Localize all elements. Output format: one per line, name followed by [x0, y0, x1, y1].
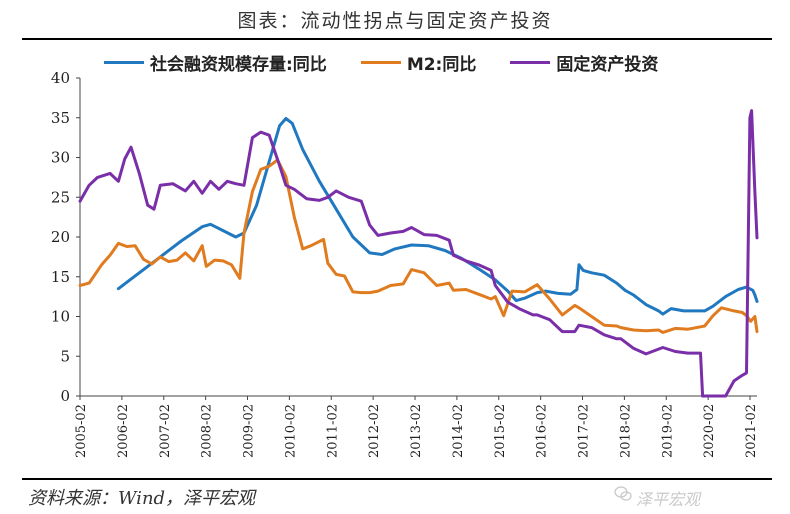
x-tick-label: 2011-02	[325, 404, 340, 458]
legend-swatch-tsf	[104, 60, 144, 64]
legend-label-tsf: 社会融资规模存量:同比	[150, 54, 327, 75]
x-tick-label: 2006-02	[116, 404, 131, 458]
x-tick-label: 2007-02	[158, 404, 173, 458]
x-tick-label: 2016-02	[535, 404, 550, 458]
legend-item-tsf: 社会融资规模存量:同比	[104, 50, 327, 75]
series-line-1	[78, 158, 759, 334]
x-tick-label: 2014-02	[451, 404, 466, 458]
legend-swatch-m2	[360, 60, 401, 64]
x-tick-label: 2019-02	[660, 404, 675, 458]
x-tick-label: 2009-02	[242, 404, 257, 458]
legend: 社会融资规模存量:同比 M2:同比 固定资产投资	[104, 50, 692, 75]
legend-label-m2: M2:同比	[406, 54, 477, 75]
y-tick-label: 30	[51, 149, 70, 167]
y-tick-label: 20	[51, 228, 70, 246]
y-tick-label: 10	[51, 308, 70, 326]
y-tick-label: 40	[51, 69, 70, 87]
chart-title: 图表：流动性拐点与固定资产投资	[237, 10, 553, 32]
x-tick-label: 2021-02	[744, 404, 759, 458]
x-tick-label: 2010-02	[283, 404, 298, 458]
x-tick-label: 2012-02	[367, 404, 382, 458]
x-tick-label: 2008-02	[200, 404, 215, 458]
series-line-0	[116, 117, 759, 316]
x-tick-label: 2018-02	[618, 404, 633, 458]
x-tick-label: 2015-02	[493, 404, 508, 458]
x-tick-label: 2013-02	[409, 404, 424, 458]
series-line-2	[78, 109, 759, 398]
y-tick-label: 35	[51, 109, 70, 127]
x-tick-label: 2017-02	[577, 404, 592, 458]
y-tick-label: 5	[60, 347, 70, 365]
legend-swatch-fai	[510, 60, 551, 64]
legend-item-m2: M2:同比	[360, 50, 477, 75]
watermark: 泽平宏观	[636, 490, 701, 509]
source-note: 资料来源：Wind，泽平宏观	[28, 488, 256, 509]
x-tick-label: 2005-02	[74, 404, 89, 458]
legend-label-fai: 固定资产投资	[556, 54, 659, 75]
y-tick-label: 15	[51, 268, 70, 286]
legend-item-fai: 固定资产投资	[510, 50, 658, 75]
y-tick-label: 0	[60, 387, 70, 405]
x-tick-label: 2020-02	[702, 404, 717, 458]
bottom-rule	[22, 478, 772, 480]
y-tick-label: 25	[51, 188, 70, 206]
wechat-icon	[614, 486, 632, 501]
top-rule	[22, 38, 772, 40]
